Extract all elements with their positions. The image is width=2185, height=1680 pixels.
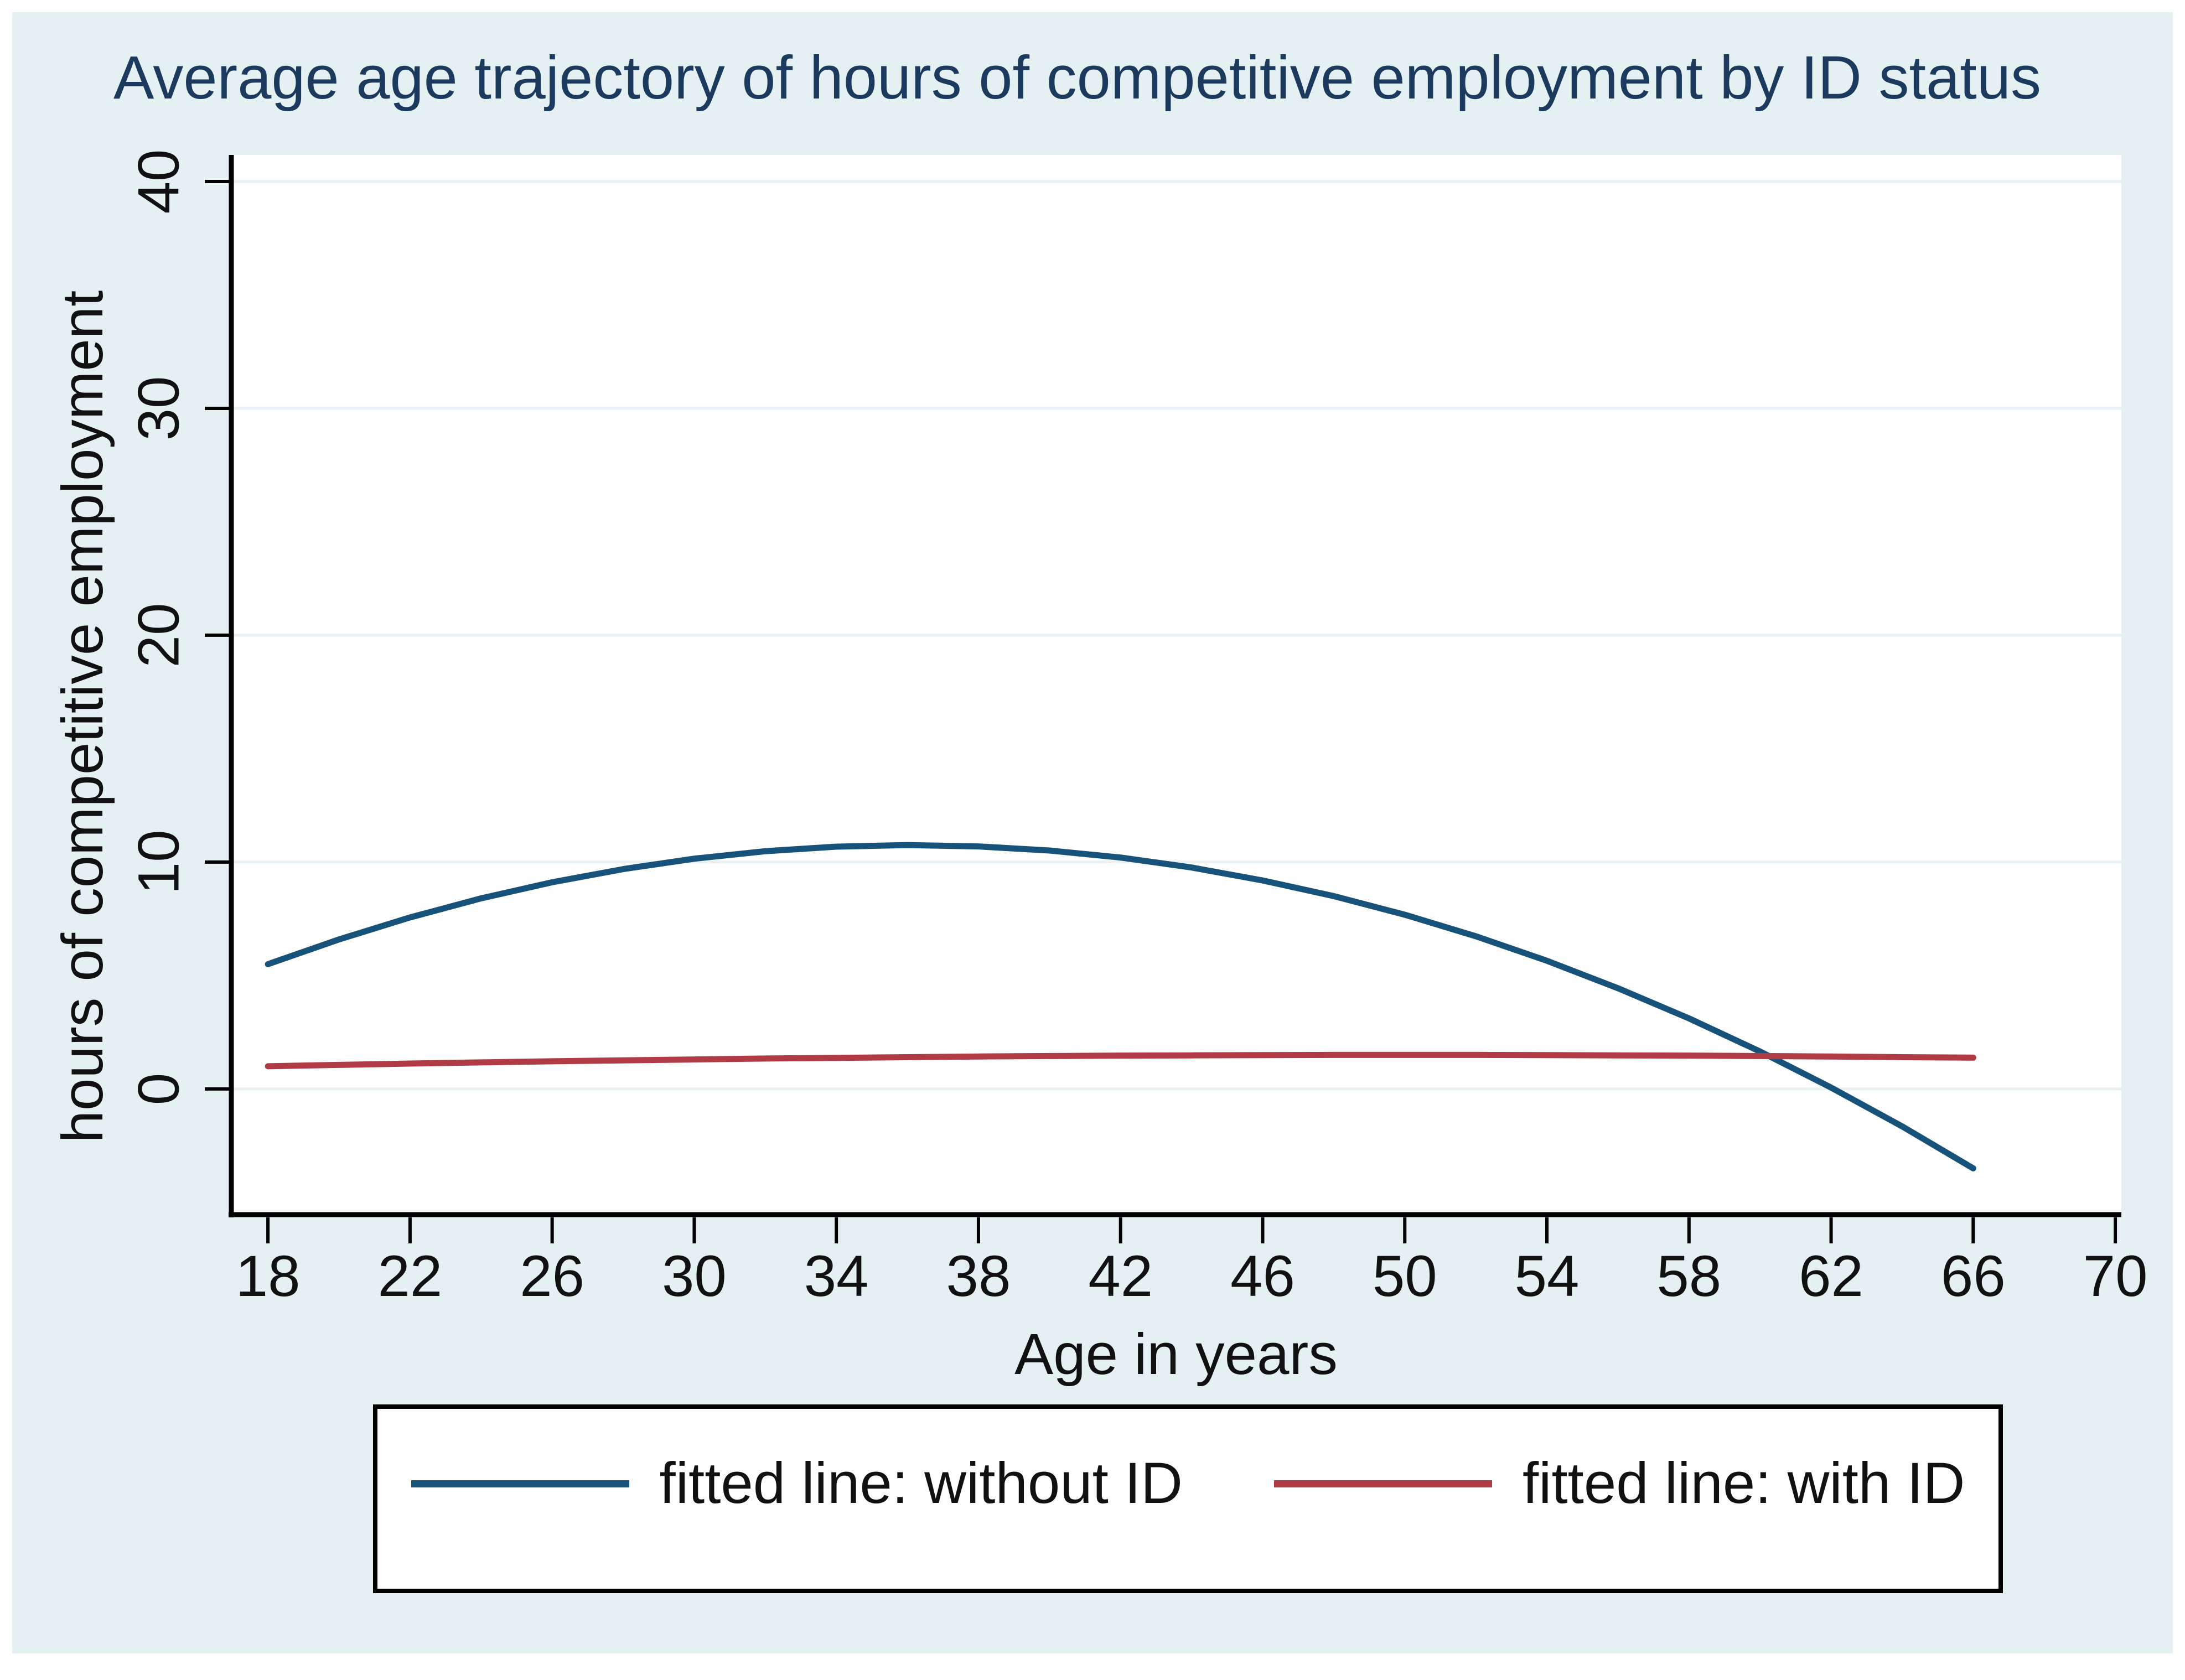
x-axis-title: Age in years — [1014, 1322, 1338, 1387]
legend: fitted line: without ID fitted line: wit… — [373, 1404, 2003, 1593]
x-tick-label-66: 66 — [1941, 1244, 2006, 1309]
x-tick-label-50: 50 — [1373, 1244, 1437, 1309]
series-line-without-id — [265, 842, 1976, 1171]
x-tick-label-42: 42 — [1088, 1244, 1153, 1309]
y-tick-label-0: 0 — [127, 1073, 191, 1105]
x-tick-label-58: 58 — [1656, 1244, 1721, 1309]
legend-line-swatch-with-id — [1273, 1480, 1492, 1487]
x-tick-label-18: 18 — [236, 1244, 301, 1309]
x-tick-label-54: 54 — [1515, 1244, 1580, 1309]
x-tick-label-22: 22 — [377, 1244, 442, 1309]
y-tick-label-40: 40 — [127, 149, 191, 214]
x-tick-label-46: 46 — [1230, 1244, 1295, 1309]
legend-line-swatch-without-id — [411, 1480, 629, 1487]
x-tick-label-26: 26 — [520, 1244, 584, 1309]
legend-label-with-id: fitted line: with ID — [1522, 1451, 1965, 1516]
x-tick-label-38: 38 — [946, 1244, 1011, 1309]
x-tick-label-30: 30 — [662, 1244, 727, 1309]
series-line-with-id — [265, 1051, 1976, 1070]
y-tick-label-10: 10 — [127, 829, 191, 894]
x-tick-label-62: 62 — [1799, 1244, 1863, 1309]
chart-title: Average age trajectory of hours of compe… — [113, 44, 2041, 112]
legend-item-without-id: fitted line: without ID — [411, 1450, 1183, 1517]
y-axis-title: hours of competitive employment — [50, 290, 115, 1143]
legend-item-with-id: fitted line: with ID — [1273, 1450, 1965, 1517]
x-tick-label-34: 34 — [804, 1244, 869, 1309]
y-tick-label-30: 30 — [127, 376, 191, 441]
y-tick-label-20: 20 — [127, 603, 191, 668]
legend-label-without-id: fitted line: without ID — [659, 1451, 1183, 1516]
x-tick-label-70: 70 — [2083, 1244, 2148, 1309]
plot-background — [231, 155, 2121, 1215]
